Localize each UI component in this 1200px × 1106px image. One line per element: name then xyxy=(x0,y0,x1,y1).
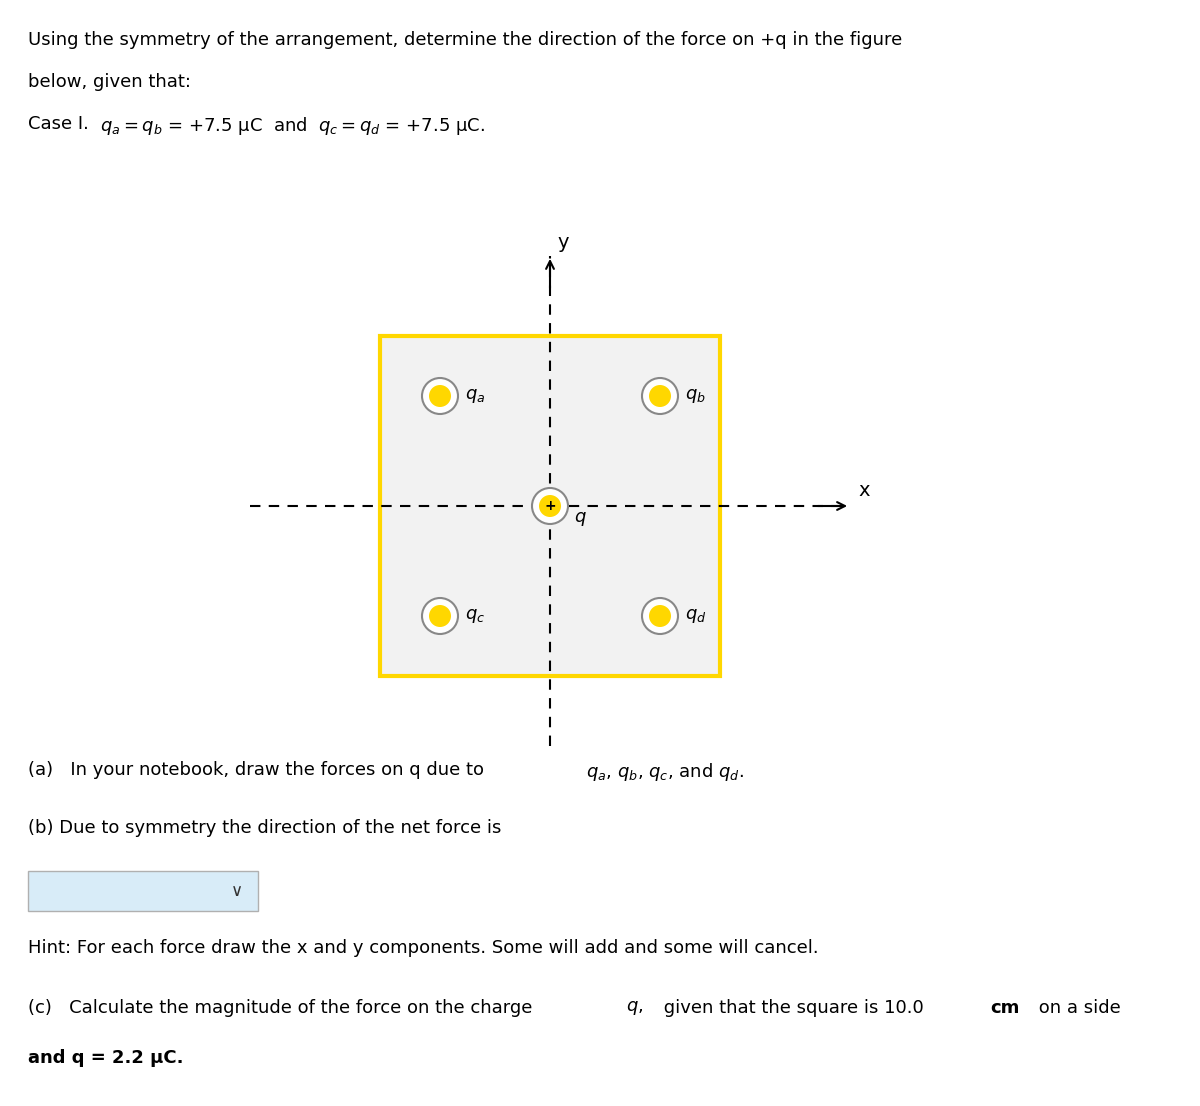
Text: below, given that:: below, given that: xyxy=(28,73,191,91)
Text: Hint: For each force draw the x and y components. Some will add and some will ca: Hint: For each force draw the x and y co… xyxy=(28,939,818,957)
Text: +: + xyxy=(544,499,556,513)
Text: $q_a$: $q_a$ xyxy=(466,387,485,405)
Text: $q_{a}$, $q_{b}$, $q_{c}$, and $q_{d}$.: $q_{a}$, $q_{b}$, $q_{c}$, and $q_{d}$. xyxy=(586,761,744,783)
Text: $q_c$: $q_c$ xyxy=(466,607,485,625)
Text: (a)   In your notebook, draw the forces on q due to: (a) In your notebook, draw the forces on… xyxy=(28,761,490,779)
Text: $q_b$: $q_b$ xyxy=(685,387,706,405)
Text: and q = 2.2 μC.: and q = 2.2 μC. xyxy=(28,1048,184,1067)
Circle shape xyxy=(539,495,562,517)
Text: on a side: on a side xyxy=(1033,999,1121,1018)
Text: y: y xyxy=(557,233,569,252)
Text: cm: cm xyxy=(990,999,1019,1018)
Text: Case I.: Case I. xyxy=(28,115,106,133)
Circle shape xyxy=(649,385,671,407)
Text: $q_a = q_b$ = +7.5 μC  and  $q_c = q_d$ = +7.5 μC.: $q_a = q_b$ = +7.5 μC and $q_c = q_d$ = … xyxy=(100,115,485,137)
Circle shape xyxy=(649,605,671,627)
Circle shape xyxy=(532,488,568,524)
Text: $q$,: $q$, xyxy=(626,999,643,1018)
Circle shape xyxy=(642,378,678,414)
Text: ∨: ∨ xyxy=(230,881,244,900)
Circle shape xyxy=(422,378,458,414)
Text: (b) Due to symmetry the direction of the net force is: (b) Due to symmetry the direction of the… xyxy=(28,820,502,837)
Bar xyxy=(28,872,258,911)
Circle shape xyxy=(430,385,451,407)
Text: given that the square is 10.0: given that the square is 10.0 xyxy=(658,999,930,1018)
Text: Using the symmetry of the arrangement, determine the direction of the force on +: Using the symmetry of the arrangement, d… xyxy=(28,31,902,49)
Text: (c)   Calculate the magnitude of the force on the charge: (c) Calculate the magnitude of the force… xyxy=(28,999,538,1018)
Text: $q$: $q$ xyxy=(574,510,587,528)
Text: $q_d$: $q_d$ xyxy=(685,607,707,625)
Circle shape xyxy=(422,598,458,634)
Bar xyxy=(380,336,720,676)
Circle shape xyxy=(642,598,678,634)
Text: x: x xyxy=(858,481,870,500)
Circle shape xyxy=(430,605,451,627)
